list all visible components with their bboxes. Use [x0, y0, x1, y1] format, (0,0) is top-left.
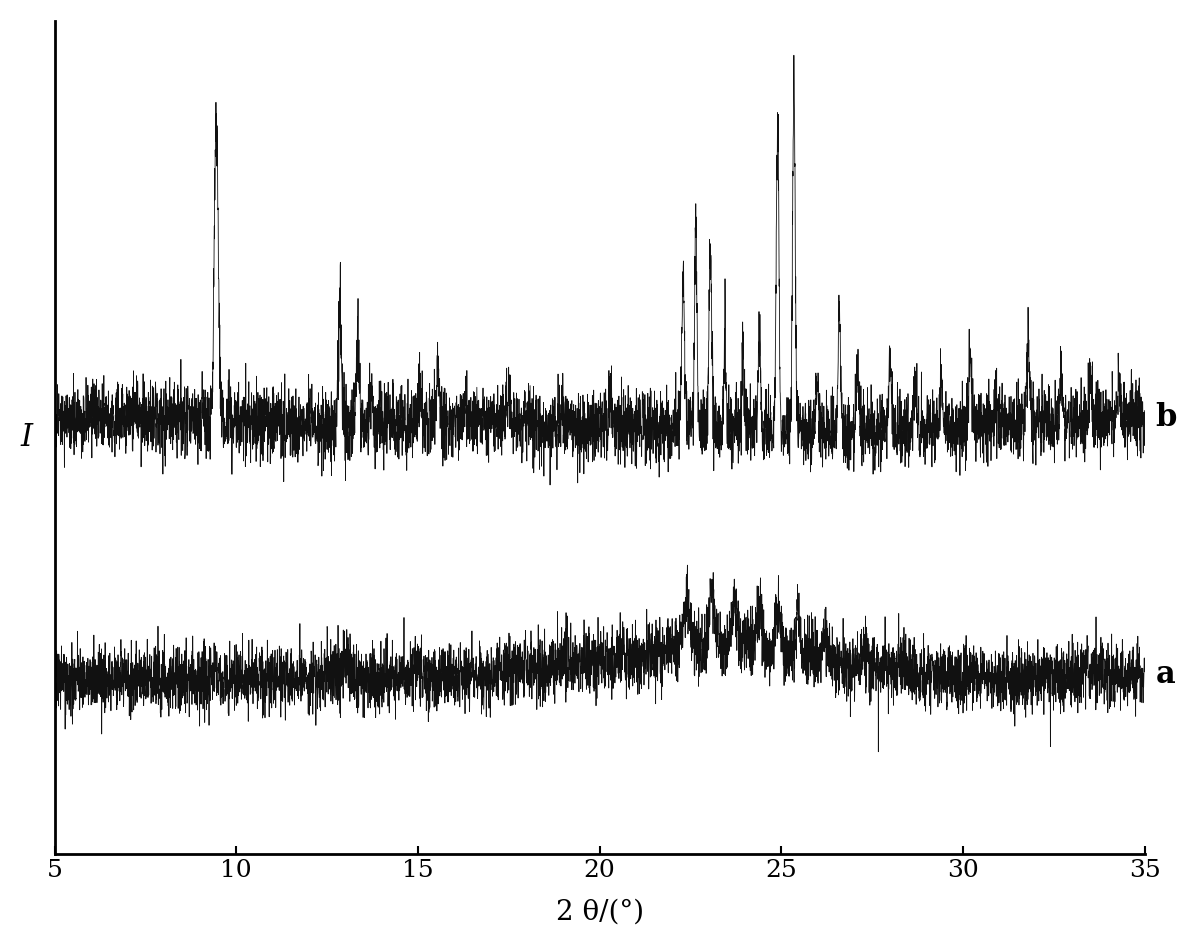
Text: b: b: [1155, 402, 1177, 433]
X-axis label: 2 θ/(°): 2 θ/(°): [555, 898, 643, 925]
Text: a: a: [1155, 659, 1176, 691]
Y-axis label: I: I: [20, 422, 32, 453]
